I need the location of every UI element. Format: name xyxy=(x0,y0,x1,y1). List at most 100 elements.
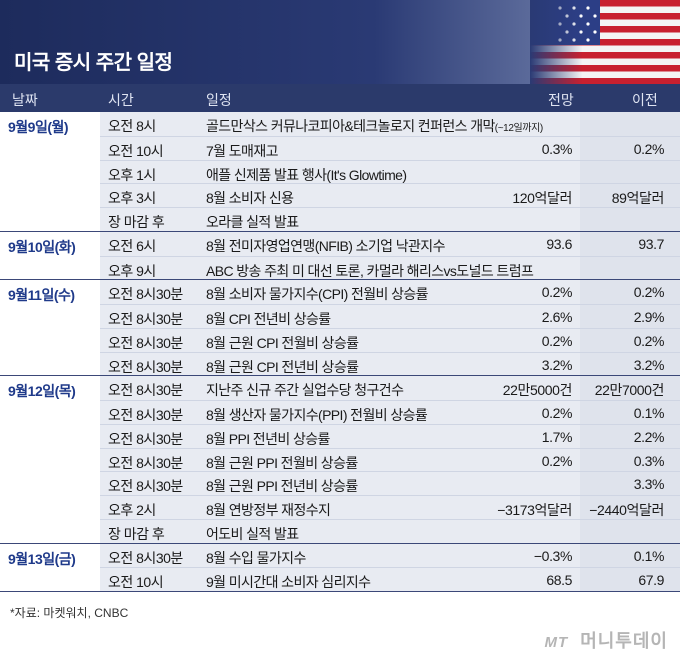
forecast-cell: 0.3% xyxy=(541,140,573,157)
forecast-cell: −3173억달러 xyxy=(497,502,572,518)
row-body: 오전 8시30분 8월 수입 물가지수 −0.3% 0.1% xyxy=(100,543,680,568)
event-text: 8월 소비자 신용 xyxy=(206,190,294,207)
value-stripe xyxy=(580,328,680,352)
forecast-cell: 0.2% xyxy=(541,332,573,349)
previous-cell: 0.3% xyxy=(633,452,665,469)
us-flag-icon xyxy=(530,0,680,84)
row-body: 오후 3시 8월 소비자 신용 120억달러 89억달러 xyxy=(100,183,680,207)
table-row: 오전 8시30분 8월 PPI 전년비 상승률 1.7% 2.2% xyxy=(0,423,680,449)
row-body: 장 마감 후 어도비 실적 발표 xyxy=(100,518,680,543)
time-cell: 오전 10시 xyxy=(108,142,164,159)
row-body: 오전 6시 8월 전미자영업연맹(NFIB) 소기업 낙관지수 93.6 93.… xyxy=(100,231,680,256)
value-stripe xyxy=(580,280,680,304)
event-cell: 8월 생산자 물가지수(PPI) 전월비 상승률 xyxy=(206,405,428,425)
table-row: 오전 10시 9월 미시간대 소비자 심리지수 68.5 67.9 xyxy=(0,567,680,591)
event-cell: 8월 근원 PPI 전년비 상승률 xyxy=(206,476,358,496)
logo-name: 머니투데이 xyxy=(580,631,668,651)
value-stripe xyxy=(580,208,680,231)
forecast-cell: 0.2% xyxy=(541,284,573,301)
value-stripe xyxy=(580,448,680,472)
row-body: 장 마감 후 오라클 실적 발표 xyxy=(100,207,680,231)
row-body: 오전 10시 9월 미시간대 소비자 심리지수 68.5 67.9 xyxy=(100,567,680,591)
value-stripe xyxy=(580,231,680,256)
value-stripe xyxy=(580,160,680,184)
previous-cell: 0.1% xyxy=(633,405,665,421)
time-cell: 오전 8시30분 xyxy=(108,286,183,303)
event-cell: 오라클 실적 발표 xyxy=(206,212,299,232)
value-stripe xyxy=(580,184,680,207)
event-text: 8월 근원 CPI 전년비 상승률 xyxy=(206,358,359,375)
time-cell: 오후 1시 xyxy=(108,166,156,183)
col-time: 시간 xyxy=(108,92,134,108)
table-row: 오전 8시30분 8월 근원 PPI 전월비 상승률 0.2% 0.3% xyxy=(0,447,680,472)
previous-cell: 67.9 xyxy=(638,572,664,589)
table-row: 오전 8시30분 8월 생산자 물가지수(PPI) 전월비 상승률 0.2% 0… xyxy=(0,400,680,424)
value-stripe xyxy=(580,543,680,568)
event-text: 지난주 신규 주간 실업수당 청구건수 xyxy=(206,382,404,399)
day-group: 9월13일(금) 오전 8시30분 8월 수입 물가지수 −0.3% 0.1% … xyxy=(0,543,680,592)
row-body: 오전 8시30분 8월 근원 PPI 전년비 상승률 3.3% xyxy=(100,471,680,495)
event-cell: 8월 PPI 전년비 상승률 xyxy=(206,429,330,449)
row-body: 오전 8시 골드만삭스 커뮤나코피아&테크놀로지 컨퍼런스 개막(~12일까지) xyxy=(100,112,680,136)
column-header-row: 날짜 시간 일정 전망 이전 xyxy=(0,84,680,112)
time-cell: 오전 8시30분 xyxy=(108,334,183,351)
previous-cell: 2.9% xyxy=(633,309,665,325)
col-forecast: 전망 xyxy=(548,92,574,108)
event-note: (~12일까지) xyxy=(494,123,543,134)
forecast-cell: 68.5 xyxy=(546,572,572,589)
date-cell: 9월10일(화) xyxy=(8,238,76,255)
previous-cell: 3.2% xyxy=(633,356,665,373)
time-cell: 오전 8시30분 xyxy=(108,430,183,447)
forecast-cell: 0.2% xyxy=(541,452,573,469)
schedule-table: 9월9일(월) 오전 8시 골드만삭스 커뮤나코피아&테크놀로지 컨퍼런스 개막… xyxy=(0,112,680,592)
event-text: 8월 근원 CPI 전월비 상승률 xyxy=(206,334,359,351)
event-text: 8월 PPI 전년비 상승률 xyxy=(206,430,330,447)
event-cell: 8월 근원 CPI 전년비 상승률 xyxy=(206,357,359,377)
event-text: 8월 근원 PPI 전월비 상승률 xyxy=(206,454,358,471)
col-date: 날짜 xyxy=(12,92,38,108)
value-stripe xyxy=(580,352,680,376)
event-text: 애플 신제품 발표 행사(It's Glowtime) xyxy=(206,166,407,183)
source-note: *자료: 마켓워치, CNBC xyxy=(10,606,129,620)
logo-mark: MT xyxy=(544,634,569,651)
time-cell: 오후 9시 xyxy=(108,262,156,279)
value-stripe xyxy=(580,472,680,495)
time-cell: 오전 8시30분 xyxy=(108,454,183,471)
time-cell: 오전 6시 xyxy=(108,237,156,254)
table-row: 9월10일(화) 오전 6시 8월 전미자영업연맹(NFIB) 소기업 낙관지수… xyxy=(0,231,680,256)
row-body: 오전 8시30분 8월 근원 CPI 전년비 상승률 3.2% 3.2% xyxy=(100,351,680,377)
value-stripe xyxy=(580,519,680,543)
value-stripe xyxy=(580,568,680,591)
forecast-cell: 0.2% xyxy=(541,405,573,421)
event-cell: ABC 방송 주최 미 대선 토론, 카멀라 해리스vs도널드 트럼프 xyxy=(206,261,534,281)
event-cell: 8월 연방정부 재정수지 xyxy=(206,500,331,520)
time-cell: 오전 8시30분 xyxy=(108,382,183,399)
previous-cell: −2440억달러 xyxy=(589,502,664,518)
row-body: 오전 8시30분 8월 생산자 물가지수(PPI) 전월비 상승률 0.2% 0… xyxy=(100,400,680,424)
value-stripe xyxy=(580,112,680,136)
table-row: 장 마감 후 어도비 실적 발표 xyxy=(0,518,680,543)
time-cell: 오전 8시30분 xyxy=(108,407,183,423)
previous-cell: 0.2% xyxy=(633,332,665,349)
forecast-cell: −0.3% xyxy=(533,547,572,564)
date-cell: 9월13일(금) xyxy=(8,550,76,567)
row-body: 오전 8시30분 8월 근원 CPI 전월비 상승률 0.2% 0.2% xyxy=(100,327,680,352)
day-group: 9월12일(목) 오전 8시30분 지난주 신규 주간 실업수당 청구건수 22… xyxy=(0,376,680,544)
previous-cell: 3.3% xyxy=(633,476,665,493)
forecast-cell: 22만5000건 xyxy=(502,382,573,399)
forecast-cell: 3.2% xyxy=(541,356,573,373)
table-row: 오전 8시30분 8월 근원 CPI 전월비 상승률 0.2% 0.2% xyxy=(0,327,680,352)
time-cell: 오전 10시 xyxy=(108,574,164,591)
header-banner: 미국 증시 주간 일정 xyxy=(0,0,680,84)
row-body: 오후 2시 8월 연방정부 재정수지 −3173억달러 −2440억달러 xyxy=(100,495,680,519)
event-text: 어도비 실적 발표 xyxy=(206,525,299,542)
table-row: 9월13일(금) 오전 8시30분 8월 수입 물가지수 −0.3% 0.1% xyxy=(0,543,680,568)
event-cell: 골드만삭스 커뮤나코피아&테크놀로지 컨퍼런스 개막(~12일까지) xyxy=(206,116,543,136)
event-text: 8월 수입 물가지수 xyxy=(206,549,306,566)
forecast-cell: 93.6 xyxy=(546,235,572,252)
row-body: 오후 9시 ABC 방송 주최 미 대선 토론, 카멀라 해리스vs도널드 트럼… xyxy=(100,255,680,281)
event-cell: 8월 CPI 전년비 상승률 xyxy=(206,309,331,329)
date-cell: 9월12일(목) xyxy=(8,383,76,400)
event-text: 7월 도매재고 xyxy=(206,142,278,159)
time-cell: 오전 8시30분 xyxy=(108,478,183,495)
